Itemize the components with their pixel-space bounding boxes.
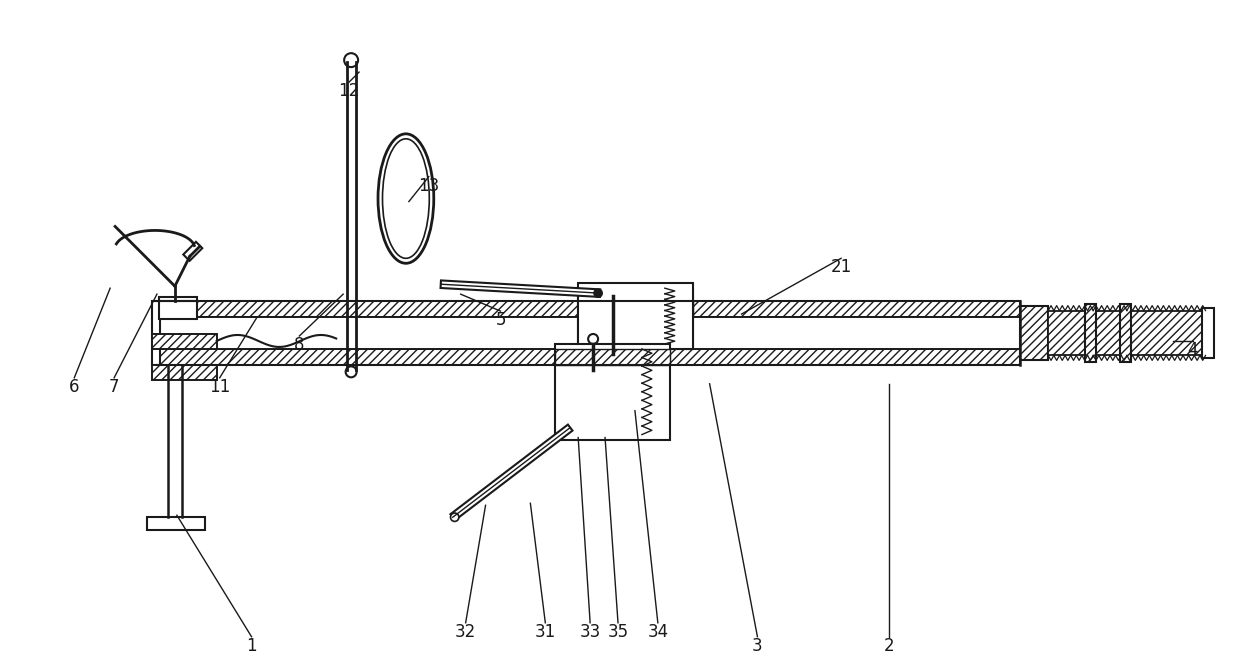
Polygon shape [440, 280, 600, 297]
Bar [157, 349, 1021, 365]
Bar [578, 289, 693, 349]
Bar [1085, 304, 1095, 362]
Text: 7: 7 [109, 378, 119, 396]
Text: 6: 6 [69, 378, 79, 396]
Polygon shape [184, 242, 202, 261]
Bar [578, 283, 693, 349]
Text: 11: 11 [210, 378, 231, 396]
Bar [556, 349, 670, 365]
Text: 2: 2 [884, 637, 894, 655]
Circle shape [346, 366, 357, 378]
Text: 32: 32 [455, 623, 476, 641]
Text: 33: 33 [579, 623, 600, 641]
Text: 1: 1 [247, 637, 257, 655]
Circle shape [345, 53, 358, 67]
Circle shape [608, 354, 618, 364]
Bar [153, 334, 217, 349]
Bar [578, 301, 693, 317]
Circle shape [450, 513, 459, 521]
Ellipse shape [382, 139, 429, 258]
Text: 5: 5 [495, 311, 506, 329]
Circle shape [588, 334, 598, 344]
Text: 21: 21 [831, 258, 852, 276]
Bar [1121, 304, 1131, 362]
Bar [157, 317, 1021, 349]
Bar [157, 301, 1021, 317]
Text: 34: 34 [647, 623, 668, 641]
Bar [1048, 310, 1205, 356]
Text: 31: 31 [534, 623, 556, 641]
Text: 8: 8 [294, 336, 305, 354]
Circle shape [594, 289, 603, 297]
Bar [153, 301, 160, 365]
Bar [148, 517, 205, 530]
Text: 3: 3 [753, 637, 763, 655]
Bar [1202, 308, 1214, 358]
Bar [1021, 306, 1048, 360]
Bar [159, 297, 197, 319]
Bar [556, 344, 670, 440]
Ellipse shape [378, 134, 434, 263]
Text: 12: 12 [339, 82, 360, 100]
Text: 4: 4 [1188, 341, 1198, 359]
Text: 13: 13 [418, 176, 439, 194]
Text: 35: 35 [608, 623, 629, 641]
Bar [153, 365, 217, 380]
Polygon shape [450, 425, 573, 520]
